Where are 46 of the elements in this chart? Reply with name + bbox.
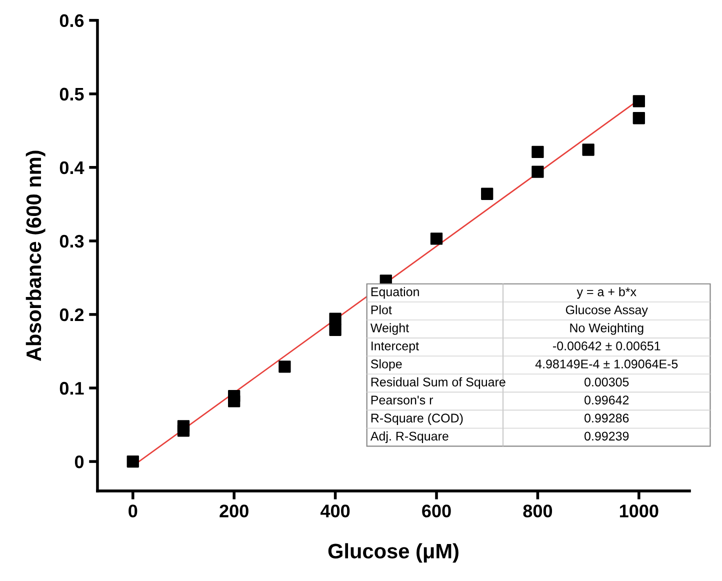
y-tick-label: 0.5 (60, 88, 84, 101)
annotation: Intercept (372, 342, 419, 353)
annotation: Slope (370, 359, 402, 371)
annotation: Pearson's r (371, 396, 434, 404)
y-tick-label: 0.3 (60, 234, 84, 248)
annotation: y = a + b*x (576, 287, 636, 299)
point (228, 395, 240, 408)
x-axis-title: Glucose (μM) (328, 543, 458, 563)
point (329, 324, 342, 336)
x-tick-label: 0 (128, 504, 138, 518)
point (126, 455, 139, 468)
annotation: Adj. R-Square (370, 431, 448, 444)
annotation: 0.99239 (584, 432, 629, 441)
point (532, 166, 544, 178)
point (632, 112, 645, 124)
annotation: R-Square (COD) (371, 413, 463, 426)
y-tick-label: 0.1 (60, 382, 84, 395)
point (582, 144, 594, 156)
x-tick-label: 400 (320, 504, 350, 518)
x-tick-label: 800 (523, 504, 552, 518)
x-tick-label: 1000 (620, 504, 658, 518)
annotation: Plot (371, 305, 392, 314)
y-tick-label: 0.6 (60, 14, 84, 28)
x-tick-label: 600 (422, 504, 451, 518)
annotation: Glucose Assay (566, 305, 648, 317)
annotation: 0.00305 (584, 378, 629, 386)
annotation: 0.99642 (584, 396, 629, 404)
point (632, 95, 645, 108)
annotation: -0.00642 ± 0.00651 (553, 342, 660, 350)
annotation: 0.99286 (584, 414, 629, 423)
point (532, 146, 544, 158)
point (430, 232, 443, 245)
annotation: Equation (371, 287, 419, 299)
annotation: Residual Sum of Square (371, 377, 506, 389)
y-tick-label: 0.2 (60, 308, 84, 322)
point (278, 360, 291, 373)
point (177, 424, 190, 437)
point (481, 188, 494, 200)
annotation: No Weighting (570, 323, 644, 335)
point (329, 312, 342, 325)
x-tick-label: 200 (220, 504, 248, 518)
y-tick-label: 0.4 (60, 161, 84, 174)
annotation: Weight (370, 323, 409, 335)
y-axis-title: Absorbance (600 nm) (26, 150, 46, 362)
annotation: 4.98149E-4 ± 1.09064E-5 (535, 360, 678, 368)
y-tick-label: 0 (74, 455, 84, 468)
